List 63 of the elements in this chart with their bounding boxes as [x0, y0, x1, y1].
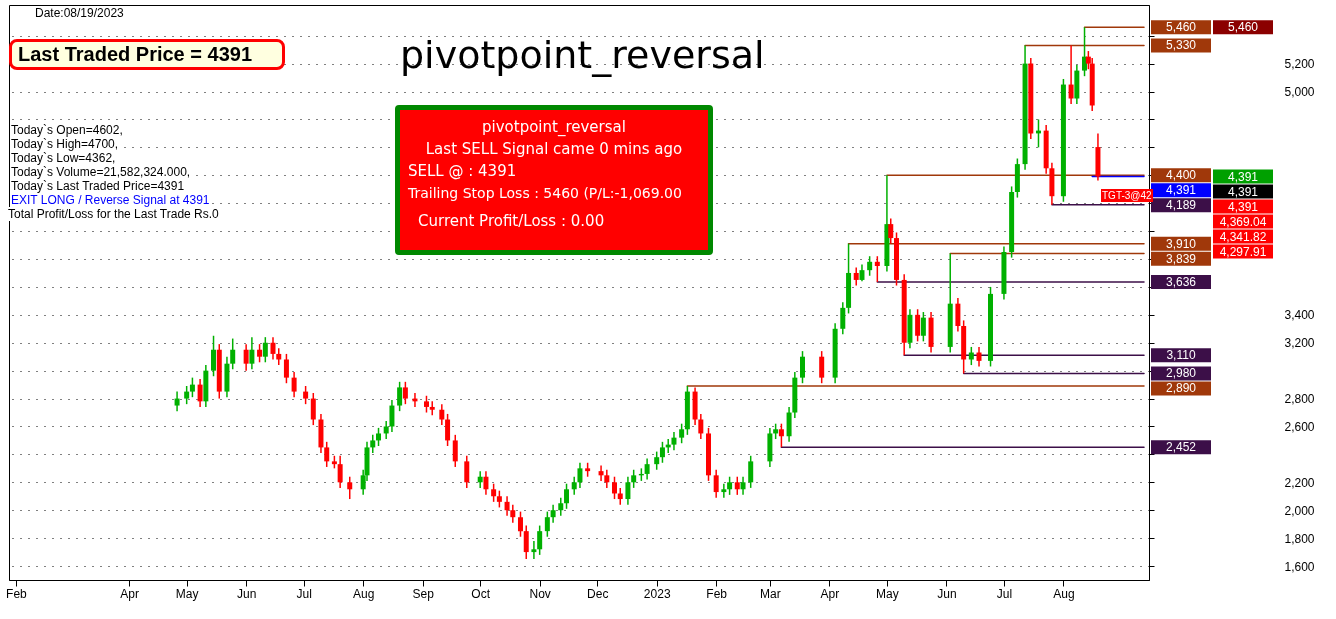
annotation: Today`s Open=4602, [11, 123, 123, 137]
x-tick-label: Sep [412, 586, 435, 601]
x-tick-label: Aug [352, 586, 375, 601]
data-label: 4,189 [1165, 198, 1197, 213]
x-tick-label: Mar [760, 586, 781, 601]
y-tick-label: 5,000 [1284, 85, 1315, 100]
x-tick-label: May [876, 586, 899, 601]
data-label: 3,110 [1166, 348, 1196, 363]
x-tick-label: Feb [706, 586, 728, 601]
data-label: 4,400 [1165, 168, 1197, 183]
x-tick-label: Oct [471, 586, 491, 601]
x-tick-label: Nov [529, 586, 551, 601]
text: pivotpoint_reversal [400, 33, 765, 77]
text: 4,369.04 [1219, 214, 1267, 229]
text: 4,297.91 [1219, 244, 1267, 259]
text: 4,391 [1227, 199, 1259, 214]
data-label: 3,636 [1165, 274, 1197, 289]
y-tick-label: 1,600 [1284, 559, 1315, 574]
y-tick-label: 5,200 [1284, 57, 1315, 72]
price-box: Last Traded Price = 4391 [9, 39, 286, 70]
annotation: Today`s High=4700, [11, 137, 119, 151]
x-tick-label: Jun [937, 586, 957, 601]
annotation: pivotpoint_reversal [481, 117, 627, 138]
x-tick-label: 2023 [643, 586, 671, 601]
x-tick-label: Feb [6, 586, 28, 601]
data-label: 2,890 [1165, 381, 1197, 396]
annotation: SELL @ : 4391 [408, 161, 518, 182]
y-tick-label: 2,800 [1284, 392, 1315, 407]
y-tick-label: 3,400 [1284, 308, 1315, 323]
data-label: 5,460 [1165, 20, 1197, 35]
annotation: Total Profit/Loss for the Last Trade Rs.0 [8, 207, 219, 221]
annotation: TGT-3@42 [1101, 189, 1153, 202]
x-tick-label: Apr [120, 586, 139, 601]
annotation: Last SELL Signal came 0 mins ago [424, 139, 684, 160]
x-tick-label: Dec [587, 586, 609, 601]
data-label: 5,330 [1165, 38, 1197, 53]
annotation: Today`s Last Traded Price=4391 [11, 179, 185, 193]
annotation: Date:08/19/2023 [35, 6, 124, 20]
y-tick-label: 1,800 [1284, 531, 1315, 546]
y-tick-label: 2,000 [1284, 503, 1315, 518]
text: 4,391 [1227, 184, 1259, 199]
annotation: EXIT LONG / Reverse Signal at 4391 [11, 193, 210, 207]
text: 4,341.82 [1219, 229, 1267, 244]
data-label: 4,391 [1165, 183, 1197, 198]
annotation: Trailing Stop Loss : 5460 (P/L:-1,069.00 [408, 184, 683, 203]
data-label: 3,839 [1165, 251, 1197, 266]
data-label: 3,910 [1165, 236, 1197, 251]
x-tick-label: Jun [236, 586, 257, 601]
data-label: 2,452 [1165, 440, 1197, 455]
annotation: Today`s Low=4362, [11, 151, 116, 165]
text: 4,391 [1227, 169, 1259, 184]
x-tick-label: Jul [296, 586, 312, 601]
y-tick-label: 2,200 [1284, 475, 1315, 490]
annotation: Current Profit/Loss : 0.00 [417, 211, 606, 232]
x-tick-label: Jul [996, 586, 1013, 601]
x-tick-label: May [175, 586, 199, 601]
x-tick-label: Aug [1053, 586, 1075, 601]
y-tick-label: 3,200 [1284, 336, 1315, 351]
annotation: Today`s Volume=21,582,324.000, [11, 165, 191, 179]
y-tick-label: 2,600 [1284, 419, 1315, 434]
text: 5,460 [1227, 20, 1259, 35]
data-label: 2,980 [1165, 366, 1197, 381]
x-tick-label: Apr [820, 586, 840, 601]
